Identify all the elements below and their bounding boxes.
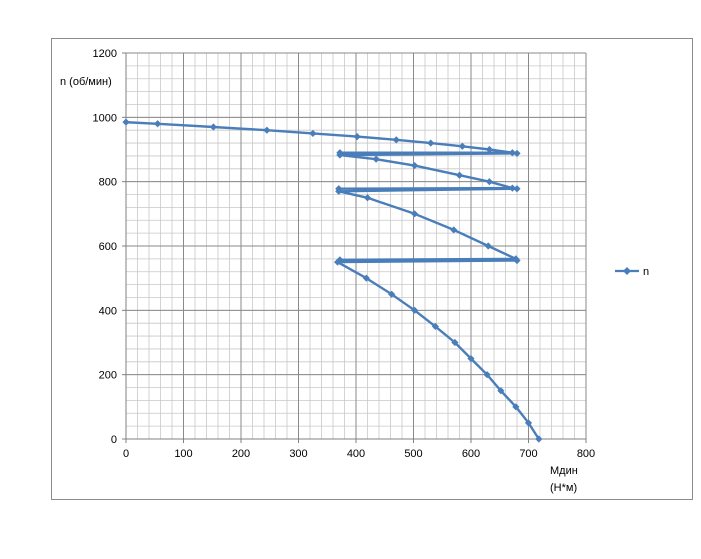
data-point — [411, 306, 419, 314]
data-point — [524, 419, 533, 427]
x-tick-label: 500 — [404, 448, 422, 460]
x-tick-label: 300 — [289, 448, 307, 460]
data-point — [484, 242, 492, 250]
y-tick-labels: 0 200 400 600 800 1000 1200 — [93, 48, 117, 446]
data-point — [122, 118, 130, 126]
x-tick-label: 800 — [577, 448, 595, 460]
data-point — [411, 210, 419, 218]
data-point — [451, 338, 459, 347]
data-point — [513, 149, 521, 157]
data-point — [508, 184, 516, 192]
x-tick-label: 400 — [347, 448, 365, 460]
chart-svg: 0 100 200 300 400 500 600 700 800 0 200 400 600 800 1… — [60, 48, 649, 494]
y-tick-label: 1000 — [93, 112, 117, 124]
x-tick-labels: 0 100 200 300 400 500 600 700 800 — [123, 448, 595, 460]
data-point — [427, 139, 435, 147]
series-line — [125, 121, 540, 440]
y-axis-title: n (об/мин) — [60, 76, 112, 88]
y-tick-label: 1200 — [93, 48, 117, 60]
data-point — [431, 322, 439, 331]
data-point — [263, 126, 271, 134]
data-point — [363, 194, 372, 202]
data-point — [336, 151, 344, 159]
y-tick-label: 800 — [99, 177, 117, 189]
data-point — [467, 354, 475, 363]
axes — [122, 52, 587, 443]
data-point — [485, 145, 493, 154]
data-point — [392, 136, 400, 144]
data-point — [455, 171, 464, 179]
x-tick-label: 700 — [519, 448, 537, 460]
data-point — [450, 226, 458, 234]
data-point — [336, 256, 344, 264]
data-point — [362, 274, 370, 282]
y-tick-label: 200 — [99, 370, 117, 382]
data-point — [388, 290, 396, 298]
x-tick-label: 100 — [174, 448, 192, 460]
data-point — [209, 123, 217, 131]
data-point — [497, 387, 505, 395]
data-point — [334, 258, 342, 266]
y-tick-label: 0 — [111, 434, 117, 446]
legend-marker — [623, 267, 631, 275]
data-point — [513, 185, 521, 193]
x-tick-label: 600 — [462, 448, 480, 460]
x-axis-title: Мдин — [550, 465, 578, 477]
data-point — [535, 435, 543, 443]
data-point — [512, 403, 520, 411]
legend-label: n — [643, 266, 649, 278]
data-point — [508, 149, 516, 157]
data-point — [309, 129, 317, 138]
data-point — [458, 142, 466, 150]
data-point — [372, 155, 380, 163]
data-point — [483, 371, 491, 379]
legend: n — [615, 266, 649, 278]
chart-frame: 0 100 200 300 400 500 600 700 800 0 200 400 600 800 1… — [51, 38, 693, 500]
data-point — [154, 120, 162, 128]
series-layer — [122, 118, 543, 443]
data-point — [411, 161, 419, 170]
x-tick-label: 0 — [123, 448, 129, 460]
y-tick-label: 600 — [99, 241, 117, 253]
y-tick-label: 400 — [99, 305, 117, 317]
data-point — [353, 133, 361, 141]
x-tick-label: 200 — [232, 448, 250, 460]
data-point — [335, 187, 343, 195]
x-axis-title-unit: (Н*м) — [550, 482, 577, 494]
data-point — [485, 178, 493, 186]
